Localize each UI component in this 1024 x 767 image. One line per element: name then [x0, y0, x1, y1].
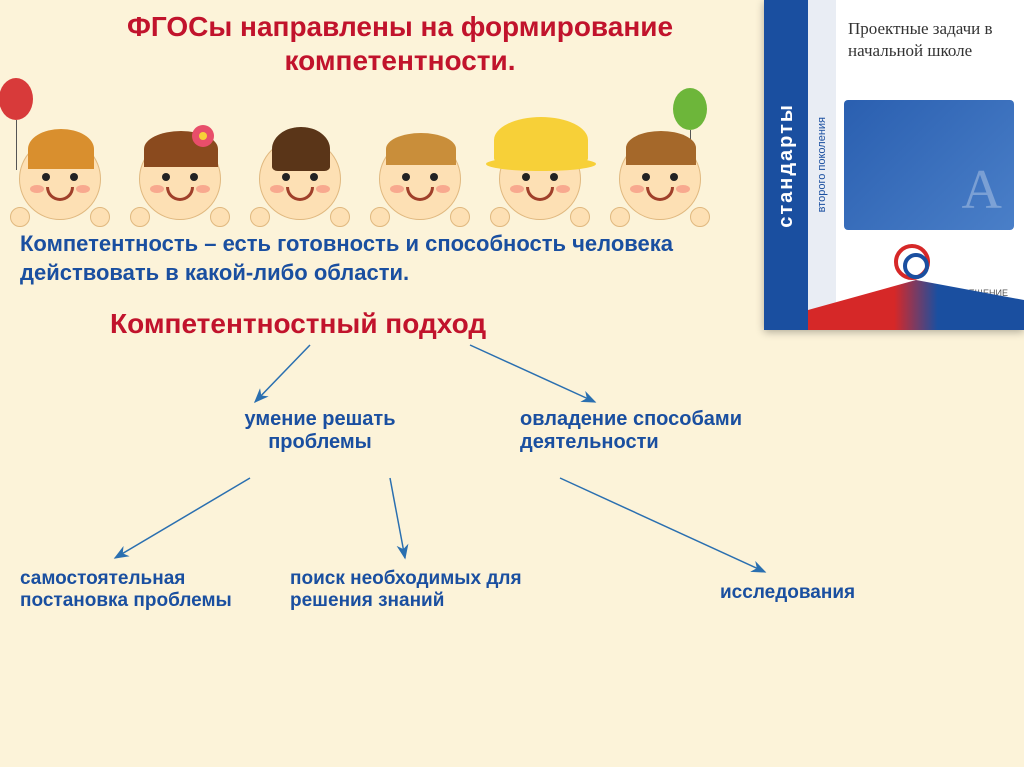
kids-illustration — [0, 60, 720, 220]
branch-activity-methods: овладение способами деятельности — [520, 408, 820, 454]
leaf-self-problem: самостоятельная постановка проблемы — [20, 568, 260, 612]
approach-heading: Компетентностный подход — [110, 308, 486, 340]
leaf-knowledge-search: поиск необходимых для решения знаний — [290, 568, 550, 612]
leaf-research: исследования — [720, 582, 920, 604]
book-spine-subtext: второго поколения — [816, 117, 828, 212]
book-cover: стандарты второго поколения Проектные за… — [764, 0, 1024, 330]
branch-problem-solving: умение решать проблемы — [220, 408, 420, 454]
definition-text: Компетентность – есть готовность и спосо… — [20, 230, 700, 287]
book-art — [844, 100, 1014, 230]
book-spine-text: стандарты — [775, 103, 798, 228]
book-logo-icon — [894, 244, 930, 280]
book-title: Проектные задачи в начальной школе — [848, 18, 1012, 62]
